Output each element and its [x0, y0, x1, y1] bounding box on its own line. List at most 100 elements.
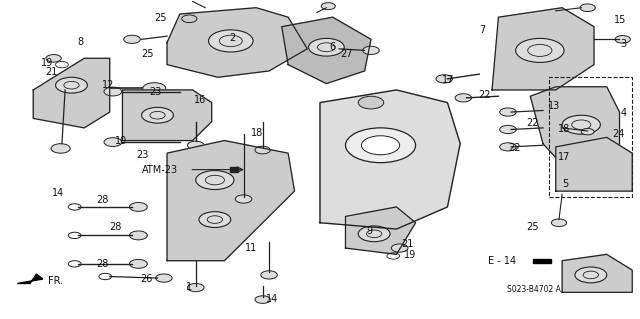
Polygon shape: [346, 207, 415, 254]
Text: FR.: FR.: [48, 276, 63, 286]
Circle shape: [436, 75, 452, 83]
Circle shape: [129, 231, 147, 240]
Circle shape: [362, 136, 399, 155]
Text: 26: 26: [140, 274, 153, 284]
Polygon shape: [167, 8, 307, 77]
Polygon shape: [534, 259, 550, 263]
Text: 22: 22: [526, 118, 539, 128]
Circle shape: [455, 94, 472, 102]
Circle shape: [346, 128, 415, 163]
Text: 14: 14: [52, 188, 64, 198]
Text: 27: 27: [340, 48, 353, 59]
Circle shape: [141, 107, 173, 123]
Circle shape: [500, 108, 516, 116]
Polygon shape: [230, 167, 239, 172]
Circle shape: [156, 274, 172, 282]
Polygon shape: [320, 90, 460, 229]
Circle shape: [516, 38, 564, 63]
Text: 14: 14: [266, 294, 278, 304]
Circle shape: [615, 35, 630, 43]
Polygon shape: [122, 90, 212, 141]
Polygon shape: [17, 274, 43, 284]
Circle shape: [321, 3, 335, 10]
Text: 6: 6: [330, 42, 336, 52]
Circle shape: [358, 96, 384, 109]
Circle shape: [129, 203, 147, 211]
Circle shape: [255, 296, 270, 303]
Text: E - 14: E - 14: [488, 256, 516, 266]
Polygon shape: [556, 137, 632, 191]
Text: 21: 21: [45, 67, 58, 77]
Text: 28: 28: [96, 195, 108, 205]
Polygon shape: [33, 58, 109, 128]
Text: 28: 28: [96, 259, 108, 270]
Text: 3: 3: [621, 39, 627, 49]
Bar: [549, 77, 632, 197]
Text: 1: 1: [186, 282, 193, 292]
Circle shape: [124, 35, 140, 43]
Polygon shape: [562, 254, 632, 292]
Text: 28: 28: [109, 221, 121, 232]
Text: 21: 21: [401, 239, 414, 249]
Circle shape: [104, 138, 122, 146]
Text: 22: 22: [478, 90, 490, 100]
Text: 24: 24: [612, 129, 624, 138]
Circle shape: [500, 143, 516, 151]
Text: 25: 25: [154, 13, 167, 23]
Circle shape: [581, 129, 594, 135]
Circle shape: [143, 83, 166, 94]
Circle shape: [51, 144, 70, 153]
Text: 4: 4: [621, 108, 627, 118]
Circle shape: [363, 46, 380, 55]
Circle shape: [236, 195, 252, 203]
Circle shape: [129, 259, 147, 268]
Text: 5: 5: [562, 179, 568, 189]
Circle shape: [56, 77, 88, 93]
Circle shape: [255, 146, 270, 154]
Text: 17: 17: [442, 75, 455, 85]
Text: 17: 17: [557, 152, 570, 162]
Text: 12: 12: [102, 80, 115, 90]
Circle shape: [392, 244, 408, 252]
Circle shape: [46, 55, 61, 62]
Text: 13: 13: [548, 101, 561, 111]
Text: ATM-23: ATM-23: [143, 165, 179, 174]
Circle shape: [188, 284, 204, 292]
Circle shape: [188, 141, 204, 149]
Text: 11: 11: [245, 243, 257, 253]
Circle shape: [209, 30, 253, 52]
Circle shape: [580, 4, 595, 11]
Circle shape: [104, 87, 122, 96]
Text: 10: 10: [115, 136, 127, 146]
Circle shape: [260, 271, 277, 279]
Circle shape: [562, 115, 600, 134]
Text: 15: 15: [614, 15, 627, 25]
Circle shape: [500, 125, 516, 134]
Polygon shape: [492, 8, 594, 90]
Text: 25: 25: [141, 48, 154, 59]
Text: 16: 16: [194, 95, 206, 105]
Text: 23: 23: [149, 87, 161, 97]
Circle shape: [308, 38, 344, 56]
Text: 19: 19: [404, 250, 417, 260]
Text: 25: 25: [526, 221, 539, 232]
Polygon shape: [167, 141, 294, 261]
Text: 18: 18: [251, 128, 264, 137]
Polygon shape: [282, 17, 371, 84]
Text: 9: 9: [366, 226, 372, 236]
Circle shape: [358, 226, 390, 242]
Text: 22: 22: [508, 144, 521, 153]
Text: 7: 7: [479, 26, 486, 35]
Polygon shape: [531, 87, 620, 178]
Text: 8: 8: [78, 38, 84, 48]
Text: S023-B4702 A: S023-B4702 A: [506, 285, 561, 294]
Text: 18: 18: [557, 124, 570, 135]
Circle shape: [575, 267, 607, 283]
Text: 2: 2: [230, 33, 236, 43]
Text: 23: 23: [136, 150, 149, 160]
Circle shape: [551, 219, 566, 226]
Circle shape: [575, 156, 613, 175]
Circle shape: [196, 171, 234, 189]
Text: 19: 19: [42, 58, 54, 68]
Circle shape: [199, 212, 231, 227]
